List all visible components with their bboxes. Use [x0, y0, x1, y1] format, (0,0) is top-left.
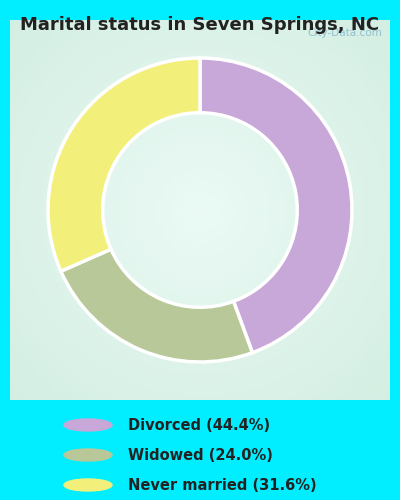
- Circle shape: [64, 419, 112, 431]
- Text: Marital status in Seven Springs, NC: Marital status in Seven Springs, NC: [20, 16, 380, 34]
- Text: Widowed (24.0%): Widowed (24.0%): [128, 448, 273, 462]
- Text: Never married (31.6%): Never married (31.6%): [128, 478, 317, 492]
- Text: Divorced (44.4%): Divorced (44.4%): [128, 418, 270, 432]
- Circle shape: [64, 449, 112, 461]
- Wedge shape: [61, 249, 252, 362]
- Text: City-Data.com: City-Data.com: [308, 28, 382, 38]
- Wedge shape: [48, 58, 200, 271]
- Wedge shape: [200, 58, 352, 352]
- Circle shape: [64, 479, 112, 491]
